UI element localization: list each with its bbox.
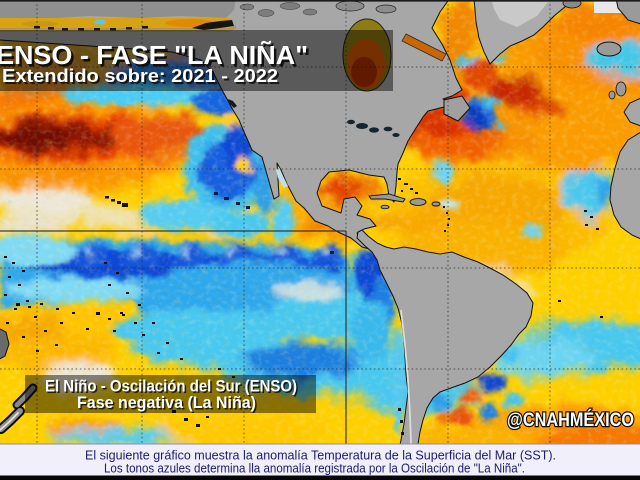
svg-text:Extendido sobre: 2021 - 2022: Extendido sobre: 2021 - 2022 bbox=[4, 67, 280, 88]
svg-text:ENSO - FASE "LA NIÑA": ENSO - FASE "LA NIÑA" bbox=[0, 43, 311, 73]
svg-text:Fase negativa (La Niña): Fase negativa (La Niña) bbox=[77, 394, 256, 412]
svg-text:Extendido sobre: 2021 - 2022: Extendido sobre: 2021 - 2022 bbox=[2, 65, 278, 86]
svg-text:El Niño - Oscilación del Sur (: El Niño - Oscilación del Sur (ENSO) bbox=[47, 379, 299, 397]
svg-text:ENSO - FASE "LA NIÑA": ENSO - FASE "LA NIÑA" bbox=[0, 40, 308, 70]
svg-text:El siguiente gráfico muestra l: El siguiente gráfico muestra la anomalía… bbox=[85, 448, 556, 463]
svg-text:@CNAHMÉXICO: @CNAHMÉXICO bbox=[507, 408, 634, 431]
svg-text:Los tonos azules determina lla: Los tonos azules determina lla anomalía … bbox=[104, 461, 525, 476]
svg-text:El Niño - Oscilación del Sur (: El Niño - Oscilación del Sur (ENSO) bbox=[45, 378, 297, 396]
svg-text:Fase negativa (La Niña): Fase negativa (La Niña) bbox=[79, 396, 258, 414]
